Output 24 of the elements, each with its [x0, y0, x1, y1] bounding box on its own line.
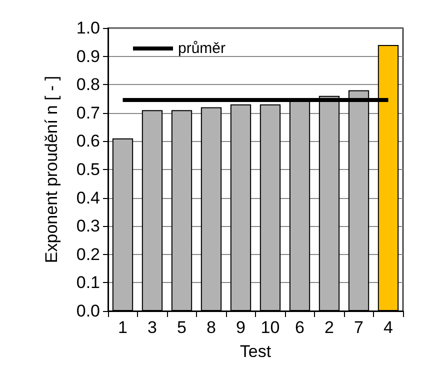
y-axis-title: Exponent proudění n [ - ]	[42, 76, 61, 264]
x-tick-label: 4	[384, 318, 393, 337]
x-axis-title: Test	[240, 342, 272, 361]
x-tick-label: 5	[177, 318, 186, 337]
y-tick-label: 0.4	[76, 188, 100, 208]
y-tick-label: 0.2	[76, 244, 100, 264]
y-tick-label: 0.9	[76, 46, 100, 66]
legend-label: průměr	[178, 40, 226, 57]
y-tick-label: 0.8	[76, 75, 100, 94]
y-tick-label: 0.1	[76, 273, 100, 292]
y-tick-label: 0.7	[76, 103, 100, 122]
y-tick-label: 1.0	[76, 18, 100, 38]
x-tick-label: 10	[260, 318, 280, 337]
x-tick-label: 1	[118, 318, 128, 337]
x-tick-label: 2	[324, 318, 334, 337]
x-tick-label: 8	[206, 318, 216, 337]
y-tick-label: 0.3	[76, 216, 100, 236]
y-tick-label: 0.5	[76, 160, 100, 179]
x-tick-label: 6	[295, 318, 304, 337]
x-tick-label: 7	[354, 318, 364, 337]
x-tick-label: 9	[236, 318, 246, 337]
x-tick-label: 3	[148, 318, 157, 337]
y-tick-label: 0.0	[76, 302, 100, 320]
y-tick-label: 0.6	[76, 132, 100, 151]
